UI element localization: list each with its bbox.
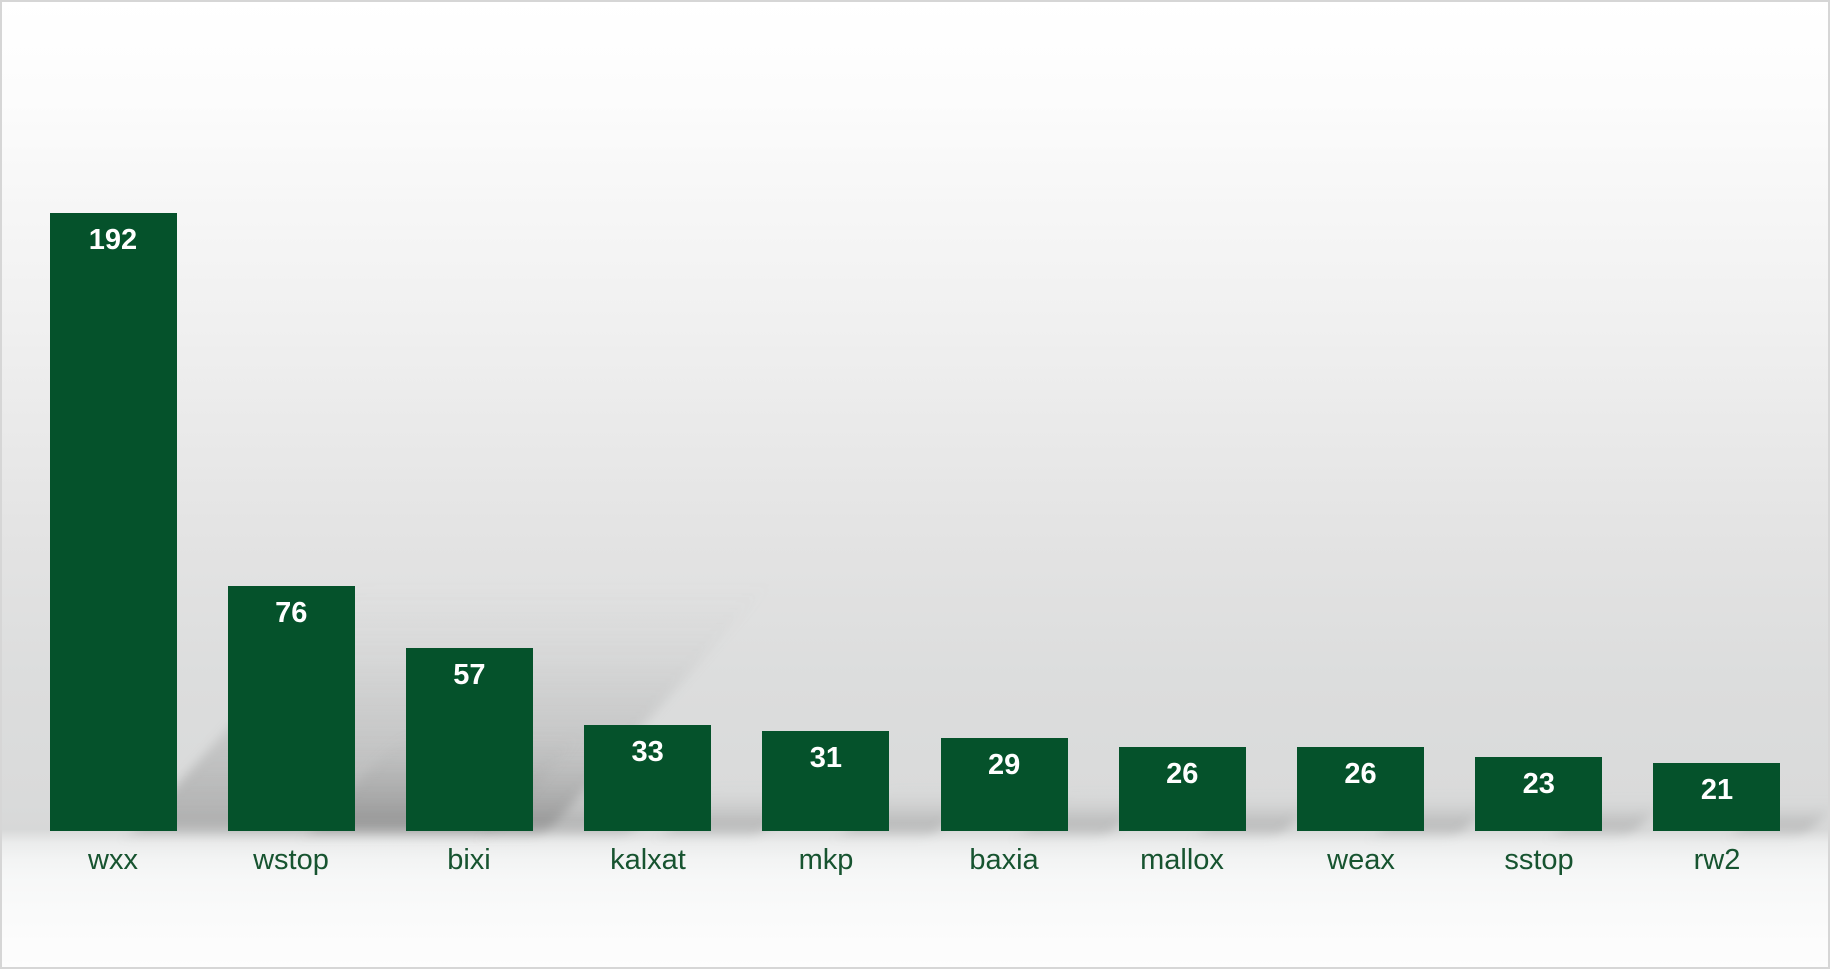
bar[interactable]: 76 (227, 586, 355, 831)
bar[interactable]: 29 (940, 738, 1068, 831)
bar-value-label: 57 (453, 659, 486, 691)
bar[interactable]: 57 (405, 648, 533, 831)
bar-value-label: 33 (631, 736, 664, 768)
bar[interactable]: 26 (1297, 747, 1425, 831)
bar[interactable]: 33 (584, 725, 712, 831)
bar[interactable]: 21 (1653, 763, 1781, 831)
bar-value-label: 21 (1700, 774, 1734, 806)
category-label: wxx (88, 844, 138, 876)
category-label: baxia (969, 844, 1039, 876)
bar[interactable]: 23 (1475, 757, 1603, 831)
category-label: sstop (1504, 844, 1574, 876)
bar[interactable]: 192 (49, 213, 177, 831)
bar-value-label: 29 (987, 749, 1021, 781)
category-label: kalxat (610, 844, 686, 876)
category-label: wstop (253, 844, 329, 876)
bar[interactable]: 26 (1118, 747, 1246, 831)
bar-value-label: 192 (88, 224, 138, 256)
category-label: weax (1327, 844, 1395, 876)
bar-value-label: 23 (1522, 768, 1555, 800)
bar-value-label: 26 (1166, 758, 1199, 790)
category-label: mallox (1140, 844, 1224, 876)
category-label: rw2 (1693, 844, 1741, 876)
bar[interactable]: 31 (762, 731, 890, 831)
category-label: mkp (798, 844, 854, 876)
bar-value-label: 26 (1344, 758, 1377, 790)
bar-value-label: 76 (275, 597, 308, 629)
bar-value-label: 31 (809, 742, 842, 774)
category-label: bixi (447, 844, 491, 876)
